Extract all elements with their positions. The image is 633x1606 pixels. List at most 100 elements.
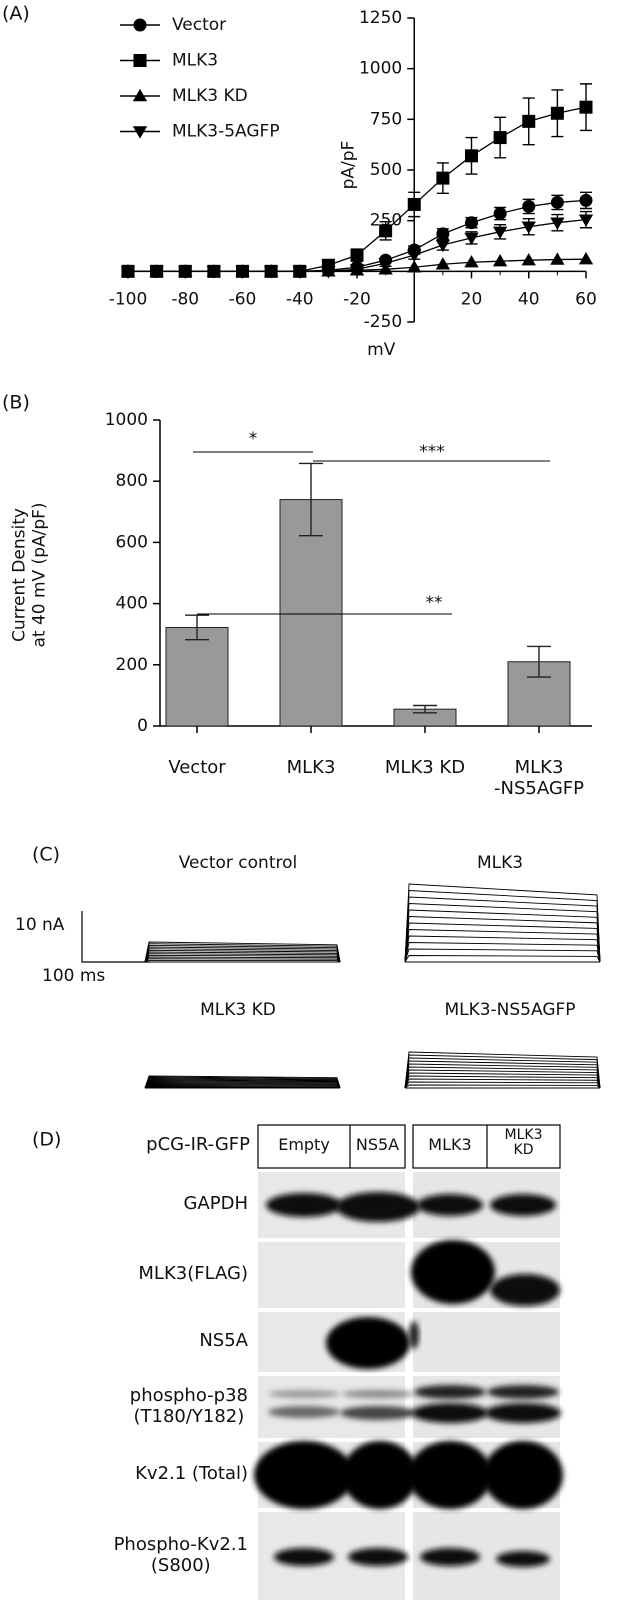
current-trace xyxy=(404,942,601,963)
data-point xyxy=(579,193,593,207)
y-tick-label: 500 xyxy=(370,160,402,180)
current-trace xyxy=(144,1075,341,1089)
current-trace xyxy=(404,1060,601,1089)
data-point xyxy=(578,214,594,227)
blot-band xyxy=(326,1317,410,1369)
legend-label: MLK3 xyxy=(172,51,218,71)
current-trace xyxy=(144,956,341,963)
blot-band xyxy=(336,1192,420,1222)
blot-background xyxy=(258,1242,405,1308)
current-trace xyxy=(144,1085,341,1089)
row-label: GAPDH xyxy=(183,1193,248,1214)
blot-band xyxy=(274,1548,334,1566)
current-trace xyxy=(404,883,601,963)
error-bar xyxy=(299,462,323,537)
panel-label: (B) xyxy=(2,392,30,414)
legend-label: MLK3-5AGFP xyxy=(172,122,280,142)
current-trace xyxy=(404,948,601,963)
current-trace xyxy=(144,959,341,963)
current-trace xyxy=(404,916,601,963)
data-point xyxy=(149,266,164,279)
error-bar xyxy=(185,614,209,641)
current-trace xyxy=(144,948,341,963)
data-point xyxy=(206,266,222,279)
current-trace xyxy=(404,1075,601,1089)
legend-label: Vector xyxy=(172,15,226,35)
data-point xyxy=(407,197,421,211)
blot-band xyxy=(340,1406,416,1420)
panel-label: (A) xyxy=(2,3,30,25)
y-tick-label: 250 xyxy=(370,211,402,231)
data-point xyxy=(120,266,136,279)
current-trace xyxy=(144,953,341,963)
current-trace xyxy=(404,929,601,963)
x-tick-label: MLK3 xyxy=(286,757,336,778)
data-point xyxy=(521,221,536,234)
y-tick-label: 1000 xyxy=(105,410,148,430)
current-trace xyxy=(144,1078,341,1089)
y-tick-label: 800 xyxy=(116,471,148,491)
data-point xyxy=(550,106,564,120)
data-point xyxy=(465,149,478,163)
data-point xyxy=(321,266,336,279)
current-trace xyxy=(144,958,341,963)
blot-band xyxy=(417,1194,483,1216)
current-trace xyxy=(144,954,341,963)
data-point xyxy=(550,252,565,265)
data-point xyxy=(522,114,536,128)
panel-label: (D) xyxy=(32,1129,61,1151)
data-point xyxy=(407,260,422,273)
current-trace xyxy=(404,1063,601,1089)
column-label: MLK3 xyxy=(428,1135,472,1154)
data-point xyxy=(493,207,507,221)
x-tick-label: 20 xyxy=(461,289,483,309)
current-trace xyxy=(404,1084,601,1089)
y-axis-label: pA/pF xyxy=(338,141,358,190)
scale-time: 100 ms xyxy=(42,966,105,986)
current-trace xyxy=(404,1081,601,1089)
data-point xyxy=(349,264,365,277)
y-tick-label: -250 xyxy=(364,312,403,332)
y-tick-label: 0 xyxy=(137,716,148,736)
blot-background xyxy=(413,1312,560,1372)
current-trace xyxy=(404,1057,601,1089)
data-point xyxy=(436,171,450,185)
blot-band xyxy=(414,1385,486,1399)
data-point xyxy=(465,216,478,230)
blot-band xyxy=(342,1390,414,1398)
blot-band xyxy=(490,1194,556,1216)
current-trace xyxy=(404,909,601,963)
data-point xyxy=(550,195,564,209)
current-trace xyxy=(144,951,341,963)
current-trace xyxy=(144,1082,341,1089)
current-trace xyxy=(404,1051,601,1089)
legend-marker xyxy=(132,88,148,102)
x-tick-label: -60 xyxy=(229,289,257,309)
data-point xyxy=(435,257,451,270)
current-trace xyxy=(144,944,341,963)
header-box xyxy=(257,1124,406,1169)
current-trace xyxy=(404,1072,601,1089)
current-trace xyxy=(404,955,601,963)
row-label: Phospho-Kv2.1 (S800) xyxy=(113,1534,248,1576)
x-tick-label: -20 xyxy=(343,289,371,309)
blot-band xyxy=(342,1441,418,1509)
current-trace xyxy=(144,1086,341,1089)
x-tick-label: -100 xyxy=(109,289,148,309)
current-trace xyxy=(404,1078,601,1089)
trace-title: MLK3-NS5AGFP xyxy=(444,1000,575,1020)
blot-band xyxy=(496,1551,550,1567)
data-point xyxy=(378,258,393,271)
legend-marker xyxy=(133,18,147,32)
blot-band xyxy=(268,1390,340,1398)
data-point xyxy=(292,266,307,279)
current-trace xyxy=(144,941,341,963)
bar xyxy=(165,626,229,727)
current-trace xyxy=(404,903,601,963)
data-point xyxy=(235,266,250,279)
y-axis-label: Current Density at 40 mV (pA/pF) xyxy=(9,502,49,648)
blot-band xyxy=(483,1441,563,1509)
current-trace xyxy=(404,896,601,963)
